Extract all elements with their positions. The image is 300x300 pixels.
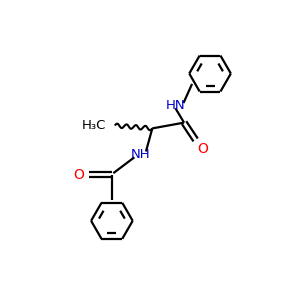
Text: O: O xyxy=(197,142,208,156)
Text: H₃C: H₃C xyxy=(82,119,106,132)
Text: O: O xyxy=(74,168,85,182)
Text: HN: HN xyxy=(166,99,185,112)
Text: NH: NH xyxy=(131,148,151,161)
